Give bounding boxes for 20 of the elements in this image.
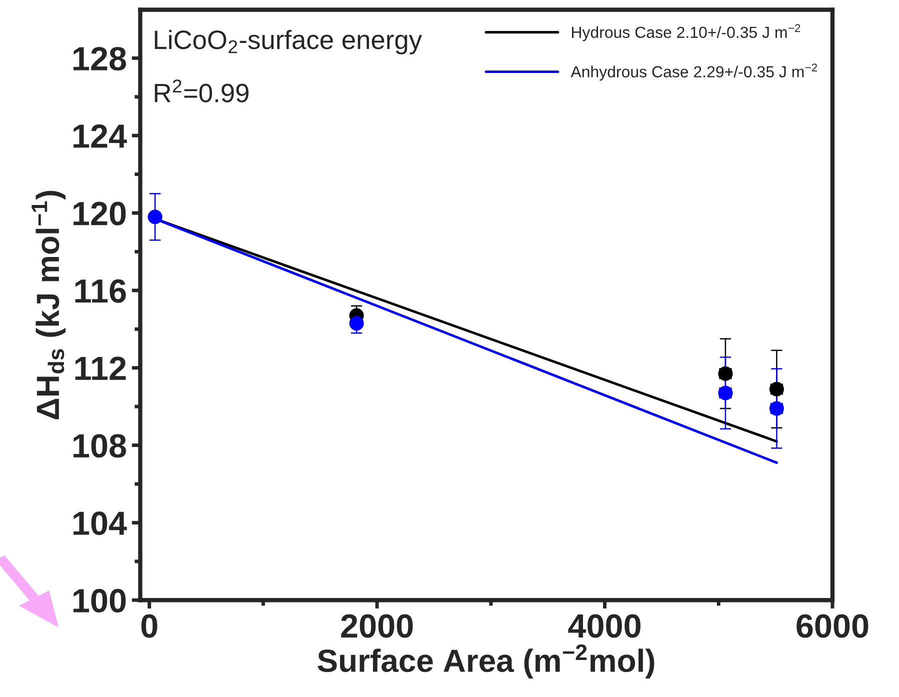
x-axis-title: Surface Area (m$^{−2}$mol) [318,644,654,678]
point [148,210,162,224]
x-tick-label: 2000 [341,614,413,638]
legend-label: Hydrous Case 2.10+/-0.35 J m$^{−2}$ [572,24,800,42]
y-tick-label: 124 [74,124,127,148]
y-tick-label: 100 [74,588,126,613]
annotation: LiCoO$_{2}$-surface energy [154,30,422,54]
legend-label: Anhydrous Case 2.29+/-0.35 J m$^{−2}$ [570,64,817,81]
x-tick-label: 4000 [568,614,640,638]
point [349,316,364,331]
y-tick-label: 116 [75,279,126,303]
y-tick-label: 128 [74,46,126,71]
x-tick-label: 0 [141,614,158,638]
y-tick-label: 112 [75,356,126,380]
y-tick-label: 104 [74,511,127,536]
x-tick-label: 6000 [796,614,868,638]
y-axis-title: ΔH$_{ds}$ (kJ mol$^{−1}$) [32,190,66,420]
annotation: R$^{2}$=0.99 [154,79,248,102]
y-tick-label: 108 [74,434,126,458]
y-tick-label: 120 [74,202,126,226]
